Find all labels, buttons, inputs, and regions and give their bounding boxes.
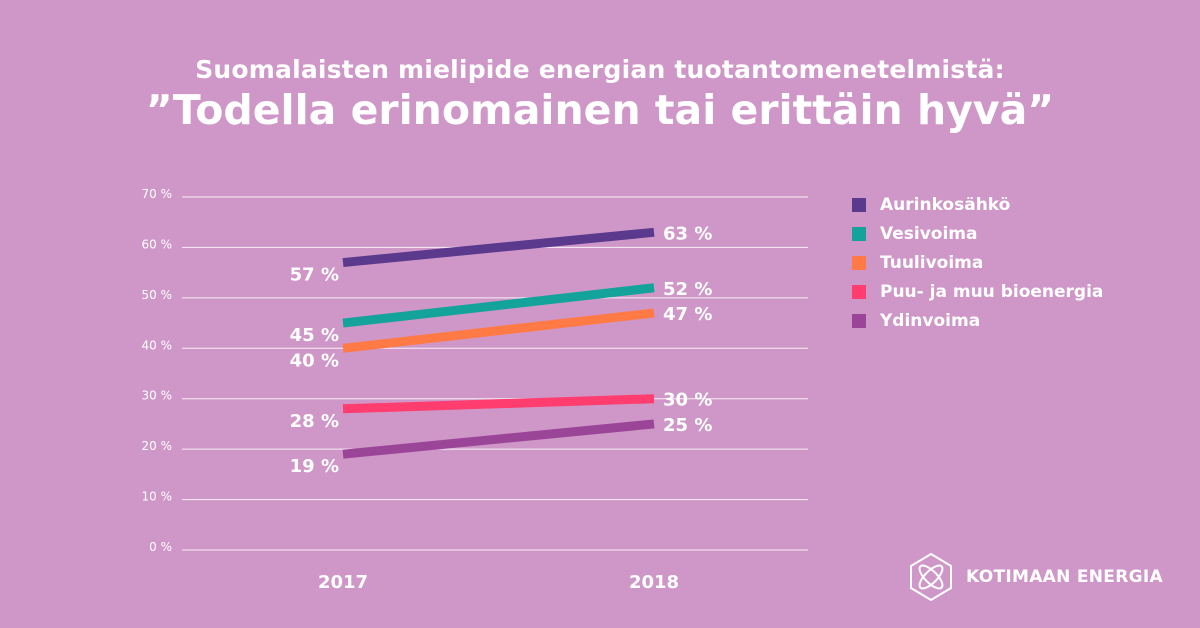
series-line bbox=[342, 227, 655, 268]
legend-swatch bbox=[852, 284, 866, 299]
legend-label: Vesivoima bbox=[880, 223, 978, 244]
series-line bbox=[342, 394, 655, 414]
legend-item: Tuulivoima bbox=[852, 248, 1103, 277]
legend-swatch bbox=[852, 197, 866, 212]
legend-item: Puu- ja muu bioenergia bbox=[852, 277, 1103, 306]
chart-subtitle: Suomalaisten mielipide energian tuotanto… bbox=[195, 55, 1005, 84]
y-tick-label: 0 % bbox=[149, 540, 172, 554]
legend-label: Ydinvoima bbox=[880, 310, 981, 331]
data-label: 47 % bbox=[663, 304, 712, 325]
y-tick-label: 40 % bbox=[142, 338, 173, 352]
y-tick-label: 70 % bbox=[142, 187, 173, 201]
legend-swatch bbox=[852, 255, 866, 270]
brand-logo: KOTIMAAN ENERGIA bbox=[906, 552, 1163, 602]
data-label: 52 % bbox=[663, 279, 712, 300]
series-line bbox=[342, 308, 655, 353]
y-tick-label: 30 % bbox=[142, 389, 173, 403]
chart-legend: Aurinkosähkö Vesivoima Tuulivoima Puu- ja m… bbox=[852, 190, 1103, 335]
y-tick-label: 60 % bbox=[142, 237, 173, 251]
legend-swatch bbox=[852, 313, 866, 328]
brand-name: KOTIMAAN ENERGIA bbox=[966, 567, 1163, 587]
series-line bbox=[342, 419, 655, 459]
data-label: 28 % bbox=[290, 411, 339, 432]
data-label: 57 % bbox=[290, 265, 339, 286]
y-tick-label: 20 % bbox=[142, 439, 173, 453]
data-label: 45 % bbox=[290, 325, 339, 346]
legend-item: Ydinvoima bbox=[852, 306, 1103, 335]
data-label: 63 % bbox=[663, 223, 712, 244]
data-label: 25 % bbox=[663, 415, 712, 436]
legend-label: Puu- ja muu bioenergia bbox=[880, 281, 1104, 302]
data-label: 40 % bbox=[290, 350, 339, 371]
legend-swatch bbox=[852, 226, 866, 241]
data-label: 19 % bbox=[290, 456, 339, 477]
legend-label: Aurinkosähkö bbox=[880, 194, 1011, 215]
y-tick-label: 50 % bbox=[142, 288, 173, 302]
series-line bbox=[342, 283, 655, 328]
x-tick-label: 2018 bbox=[629, 572, 679, 593]
legend-label: Tuulivoima bbox=[880, 252, 984, 273]
x-tick-label: 2017 bbox=[318, 572, 368, 593]
chart-title: ”Todella erinomainen tai erittäin hyvä” bbox=[145, 86, 1055, 134]
data-label: 30 % bbox=[663, 390, 712, 411]
legend-item: Aurinkosähkö bbox=[852, 190, 1103, 219]
y-tick-label: 10 % bbox=[142, 490, 173, 504]
kotimaan-energia-logo-icon bbox=[910, 552, 952, 602]
legend-item: Vesivoima bbox=[852, 219, 1103, 248]
